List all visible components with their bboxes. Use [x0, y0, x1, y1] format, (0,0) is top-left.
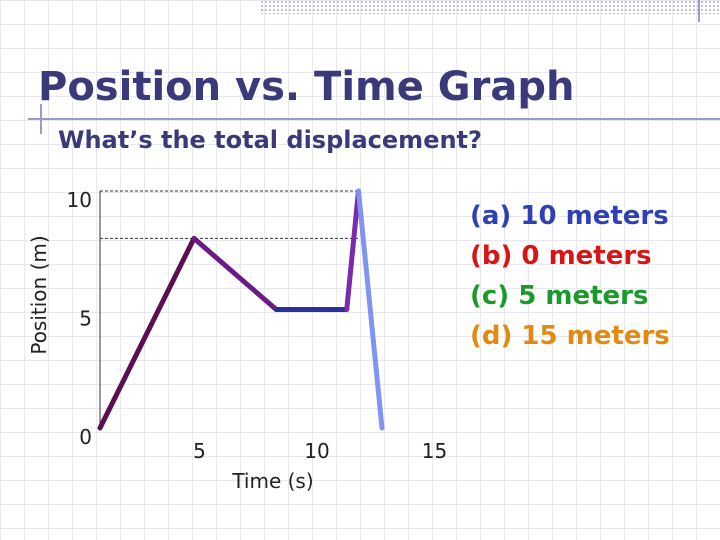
y-tick-label-2: 10 [67, 188, 92, 212]
chart-series [97, 188, 385, 431]
title-rule [40, 118, 720, 120]
slide-subtitle: What’s the total displacement? [58, 126, 482, 154]
title-vertical-rule [40, 104, 42, 134]
x-tick-label-1: 10 [304, 439, 329, 463]
y-tick-label-0: 0 [79, 425, 92, 449]
slide-title: Position vs. Time Graph [38, 64, 575, 110]
answer-choices: (a) 10 meters (b) 0 meters (c) 5 meters … [470, 196, 670, 356]
slide-corner-pattern [260, 0, 720, 14]
answer-b[interactable]: (b) 0 meters [470, 241, 652, 271]
y-axis-label: Position (m) [27, 235, 51, 354]
x-tick-label-2: 15 [422, 439, 447, 463]
series-0-segment-3 [344, 188, 361, 312]
answer-a[interactable]: (a) 10 meters [470, 201, 669, 231]
title-rule-left [28, 118, 40, 120]
x-tick-label-0: 5 [193, 439, 206, 463]
slide-corner-rule [698, 0, 700, 22]
series-1-segment-0 [356, 188, 385, 431]
x-axis-label: Time (s) [231, 469, 313, 493]
series-0-segment-1 [191, 235, 279, 312]
series-0-segment-0 [97, 235, 197, 431]
answer-d[interactable]: (d) 15 meters [470, 321, 670, 351]
y-tick-label-1: 5 [79, 307, 92, 331]
answer-c[interactable]: (c) 5 meters [470, 281, 649, 311]
reference-lines [100, 190, 359, 239]
chart-tick-labels: 0 5 10 5 10 15 [67, 188, 448, 463]
